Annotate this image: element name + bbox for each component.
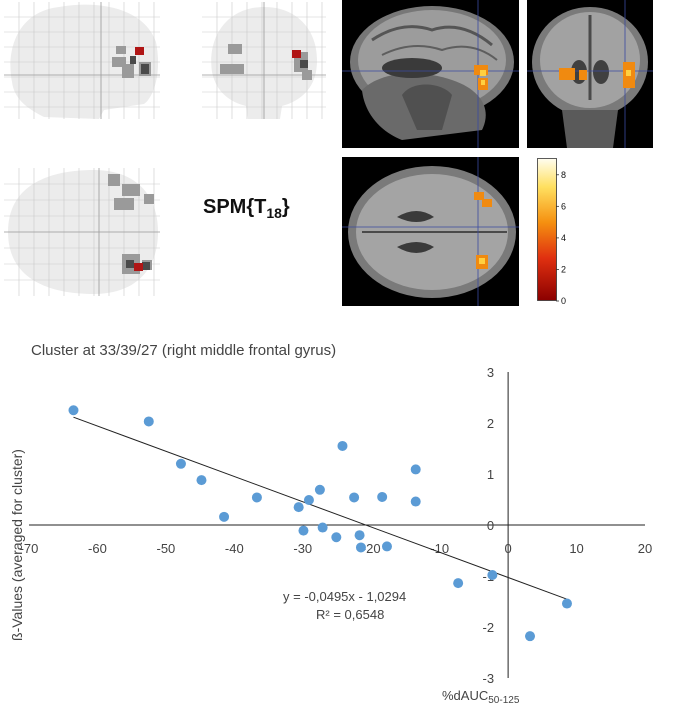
x-tick-label: -20: [362, 541, 381, 556]
glass-brain-coronal-svg: [202, 2, 326, 119]
scatter-chart: Cluster at 33/39/27 (right middle fronta…: [9, 342, 652, 706]
data-point: [525, 631, 536, 642]
colorbar-tick-label: 8: [561, 170, 566, 180]
y-axis-label: ß-Values (averaged for cluster): [9, 449, 25, 641]
x-axis-label-main: %dAUC: [442, 688, 488, 703]
mri-coronal-svg: [527, 0, 653, 148]
y-tick-label: -3: [483, 671, 495, 686]
colorbar-tick-label: 6: [561, 201, 566, 211]
data-point: [487, 569, 498, 580]
x-axis-label: %dAUC50-125: [442, 688, 520, 706]
glass-brain-sagittal: [4, 2, 160, 119]
mri-sagittal-svg: [342, 0, 519, 148]
x-tick-label: -10: [430, 541, 449, 556]
data-point: [293, 502, 304, 513]
x-tick-label: 0: [504, 541, 511, 556]
spm-label-df: 18: [266, 205, 282, 221]
x-tick-label: -60: [88, 541, 107, 556]
mri-axial-svg: [342, 157, 519, 306]
trendline: [73, 416, 568, 600]
data-point: [331, 532, 342, 543]
x-tick-label: -50: [156, 541, 175, 556]
data-point: [143, 416, 154, 427]
data-point: [381, 541, 392, 552]
data-point: [298, 525, 309, 536]
glass-brain-axial: [4, 168, 160, 296]
x-tick-label: -70: [20, 541, 39, 556]
trend-equation: y = -0,0495x - 1,0294: [283, 589, 406, 604]
colorbar-tick-label: 4: [561, 233, 566, 243]
x-tick-label: 20: [638, 541, 652, 556]
colorbar: 8 6 4 2 0: [537, 158, 567, 304]
data-point: [410, 464, 421, 475]
colorbar-tick-label: 0: [561, 296, 566, 304]
y-tick-label: 2: [487, 416, 494, 431]
data-point: [314, 484, 325, 495]
data-point: [68, 405, 79, 416]
y-tick-label: 1: [487, 467, 494, 482]
colorbar-svg: 8 6 4 2 0: [537, 158, 566, 304]
data-point: [196, 475, 207, 486]
data-point: [561, 598, 572, 609]
glass-brain-coronal: [202, 2, 326, 119]
chart-title: Cluster at 33/39/27 (right middle fronta…: [31, 342, 336, 359]
mri-axial-slice: [342, 157, 519, 306]
x-tick-label: -30: [293, 541, 312, 556]
spm-t-label: SPM{T18}: [203, 196, 290, 221]
spm-label-suffix: }: [281, 196, 290, 218]
data-point: [251, 492, 262, 503]
data-point: [219, 511, 230, 522]
x-tick-label: -40: [225, 541, 244, 556]
data-point: [410, 496, 421, 507]
data-point: [337, 440, 348, 451]
y-tick-label: 3: [487, 365, 494, 380]
mri-sagittal-slice: [342, 0, 519, 148]
data-point: [377, 491, 388, 502]
mri-coronal-slice: [527, 0, 653, 148]
data-point: [354, 530, 365, 541]
glass-brain-axial-svg: [4, 168, 160, 296]
r-squared-label: R² = 0,6548: [316, 607, 384, 622]
y-tick-label: -2: [483, 620, 495, 635]
spm-label-prefix: SPM{T: [203, 196, 267, 218]
glass-brain-sagittal-svg: [4, 2, 160, 119]
data-point: [317, 522, 328, 533]
data-point: [175, 458, 186, 469]
y-tick-label: 0: [487, 518, 494, 533]
x-tick-label: 10: [569, 541, 583, 556]
data-point: [303, 495, 314, 506]
x-axis-label-sub: 50-125: [488, 695, 520, 706]
data-point: [349, 492, 360, 503]
colorbar-tick-label: 2: [561, 264, 566, 274]
data-point: [355, 542, 366, 553]
data-point: [453, 578, 464, 589]
